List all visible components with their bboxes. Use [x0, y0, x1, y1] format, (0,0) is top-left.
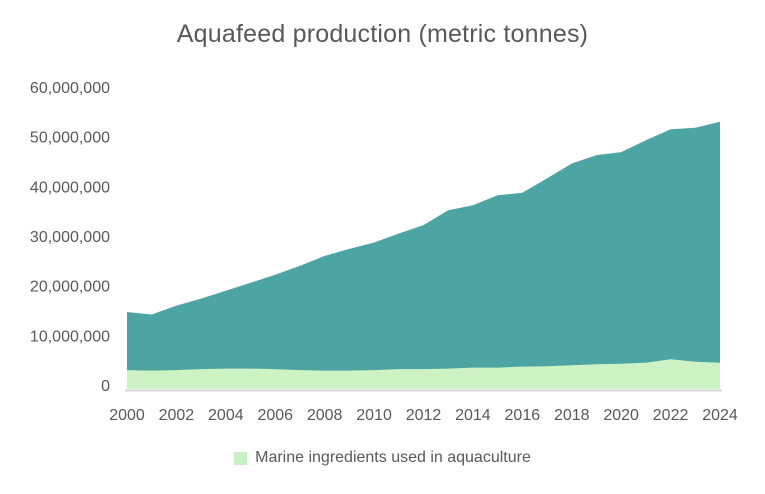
y-tick-label: 0: [101, 378, 110, 395]
y-tick-label: 20,000,000: [30, 279, 110, 296]
x-tick-label: 2010: [356, 407, 392, 424]
legend: Marine ingredients used in aquaculture: [0, 449, 765, 467]
x-tick-label: 2022: [653, 407, 689, 424]
x-tick-label: 2024: [702, 407, 738, 424]
x-tick-label: 2016: [505, 407, 541, 424]
x-tick-label: 2000: [109, 407, 145, 424]
x-tick-label: 2008: [307, 407, 343, 424]
y-tick-label: 40,000,000: [30, 179, 110, 196]
area-series-1: [127, 359, 720, 389]
x-tick-label: 2002: [159, 407, 195, 424]
y-tick-label: 30,000,000: [30, 229, 110, 246]
area-series-0: [127, 121, 720, 390]
x-tick-label: 2006: [257, 407, 293, 424]
x-tick-label: 2004: [208, 407, 244, 424]
x-tick-label: 2012: [406, 407, 442, 424]
x-tick-label: 2014: [455, 407, 491, 424]
y-tick-label: 50,000,000: [30, 130, 110, 147]
legend-swatch-marine-ingredients: [234, 451, 248, 465]
legend-label: Marine ingredients used in aquaculture: [255, 449, 531, 466]
x-tick-label: 2020: [603, 407, 639, 424]
x-tick-label: 2018: [554, 407, 590, 424]
y-tick-label: 10,000,000: [30, 328, 110, 345]
chart-title: Aquafeed production (metric tonnes): [176, 20, 589, 48]
y-tick-label: 60,000,000: [30, 80, 110, 97]
